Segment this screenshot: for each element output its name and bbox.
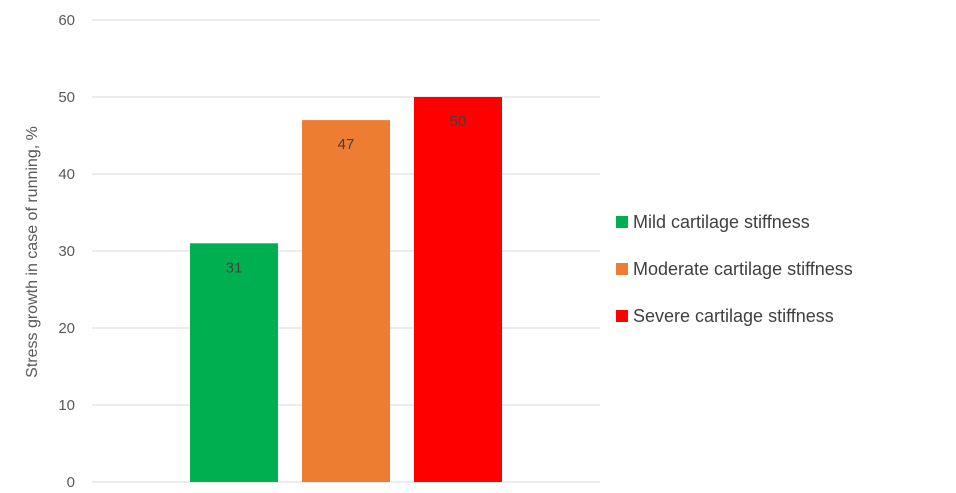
y-tick-label: 0 <box>67 474 75 488</box>
bars: 31 47 50 <box>190 97 502 482</box>
legend-swatch <box>616 263 628 275</box>
y-tick-label: 20 <box>58 320 75 337</box>
bar-data-label: 50 <box>450 113 467 130</box>
legend-swatch <box>616 216 628 228</box>
y-tick-label: 40 <box>58 166 75 183</box>
bar-data-label: 31 <box>226 259 243 276</box>
y-tick-label: 50 <box>58 89 75 106</box>
y-tick-label: 30 <box>58 243 75 260</box>
y-tick-labels: 0 10 20 30 40 50 60 <box>58 12 75 491</box>
legend-item: Moderate cartilage stiffness <box>616 259 853 279</box>
legend-item: Severe cartilage stiffness <box>616 306 834 326</box>
legend-item: Mild cartilage stiffness <box>616 212 810 232</box>
legend-label: Mild cartilage stiffness <box>633 212 810 232</box>
legend-swatch <box>616 310 628 322</box>
legend: Mild cartilage stiffness Moderate cartila… <box>616 212 853 326</box>
bar-2 <box>302 120 390 482</box>
bar-data-label: 47 <box>338 136 355 153</box>
y-axis-label: Stress growth in case of running, % <box>24 126 41 378</box>
legend-label: Severe cartilage stiffness <box>633 306 834 326</box>
bar-3 <box>414 97 502 482</box>
bar-1 <box>190 243 278 482</box>
y-tick-label: 10 <box>58 397 75 414</box>
legend-label: Moderate cartilage stiffness <box>633 259 853 279</box>
y-tick-label: 60 <box>58 12 75 29</box>
